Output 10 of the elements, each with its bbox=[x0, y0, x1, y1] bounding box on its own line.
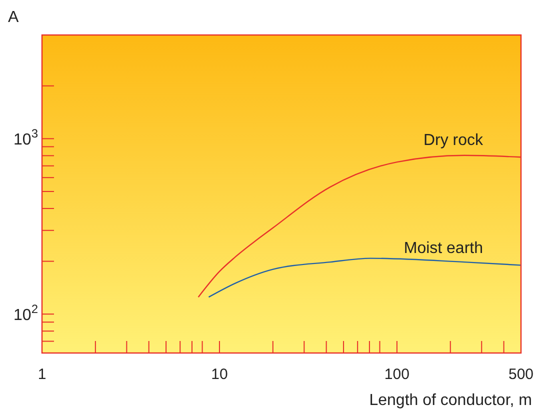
x-tick-label: 100 bbox=[384, 366, 410, 383]
y-axis-title: A bbox=[8, 9, 19, 26]
x-tick-label: 10 bbox=[211, 366, 228, 383]
x-axis-title: Length of conductor, m bbox=[369, 392, 532, 409]
y-tick-label: 10$^{3}$ bbox=[14, 126, 38, 149]
x-tick-label: 1 bbox=[38, 366, 46, 383]
x-tick-label: 500 bbox=[508, 366, 534, 383]
series-label: Dry rock bbox=[423, 132, 484, 150]
y-tick-label: 10$^{2}$ bbox=[14, 302, 38, 324]
series-label: Moist earth bbox=[404, 240, 483, 258]
